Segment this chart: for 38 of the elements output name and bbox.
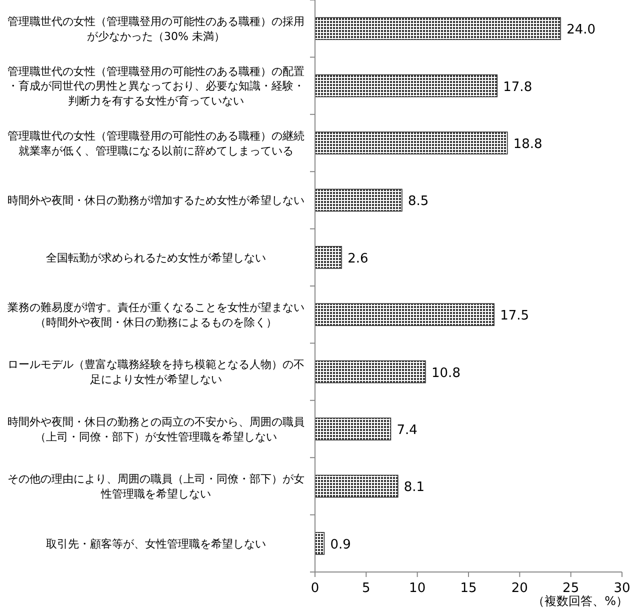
x-tick-label: 5 [362, 581, 370, 596]
data-label: 24.0 [566, 22, 596, 38]
data-label: 0.9 [330, 537, 351, 552]
bar [314, 360, 426, 384]
y-tick-label: 時間外や夜間・休日の勤務が増加するため女性が希望しない [8, 194, 304, 208]
data-label: 10.8 [432, 366, 460, 381]
x-axis-title: （複数回答、%） [532, 594, 628, 608]
bar [314, 246, 342, 269]
y-tick-label: 取引先・顧客等が、女性管理職を希望しない [46, 537, 266, 550]
data-label: 8.1 [404, 480, 425, 496]
bar [314, 532, 325, 555]
x-tick-label: 25 [562, 581, 580, 596]
bar [314, 132, 508, 154]
y-tick-label: 業務の難易度が増す。責任が重くなることを女性が望まない（時間外や夜間・休日の勤務によるものを除く） [8, 301, 304, 329]
data-label: 17.8 [503, 80, 532, 95]
x-tick-label: 30 [614, 581, 630, 596]
y-tick-label: その他の理由により、周囲の職員（上司・同僚・部下）が女性管理職を希望しない [8, 472, 304, 500]
y-tick-label: 管理職世代の女性（管理職登用の可能性のある職種）の採用が少なかった（30% 未満） [8, 15, 304, 43]
bar [314, 303, 494, 326]
bar [314, 17, 561, 40]
y-tick-label: 全国転勤が求められるため女性が希望しない [46, 251, 266, 264]
bar [314, 418, 392, 440]
x-tick-label: 0 [310, 581, 320, 596]
y-tick-label: 管理職世代の女性（管理職登用の可能性のある職種）の継続就業率が低く、管理職になる以前に辞めてしまっている [8, 129, 304, 158]
x-tick-label: 15 [460, 581, 477, 596]
x-tick-label: 20 [511, 581, 528, 596]
data-label: 8.5 [408, 194, 429, 210]
bar [314, 74, 498, 98]
y-tick-label: 時間外や夜間・休日の勤務との両立の不安から、周囲の職員（上司・同僚・部下）が女性管理職を希望しない [8, 415, 304, 444]
y-tick-label: 管理職世代の女性（管理職登用の可能性のある職種）の配置・育成が同世代の男性と異なっており、必要な知識・経験・判断力を有する女性が育っていない [8, 64, 304, 108]
x-tick-label: 10 [409, 581, 426, 596]
data-label: 18.8 [513, 137, 542, 152]
data-label: 2.6 [348, 251, 368, 266]
data-label: 17.5 [500, 308, 530, 324]
bar [314, 188, 402, 212]
data-label: 7.4 [396, 423, 418, 438]
y-tick-label: ロールモデル（豊富な職務経験を持ち模範となる人物）の不足により女性が希望しない [8, 358, 304, 386]
bar [314, 474, 398, 498]
